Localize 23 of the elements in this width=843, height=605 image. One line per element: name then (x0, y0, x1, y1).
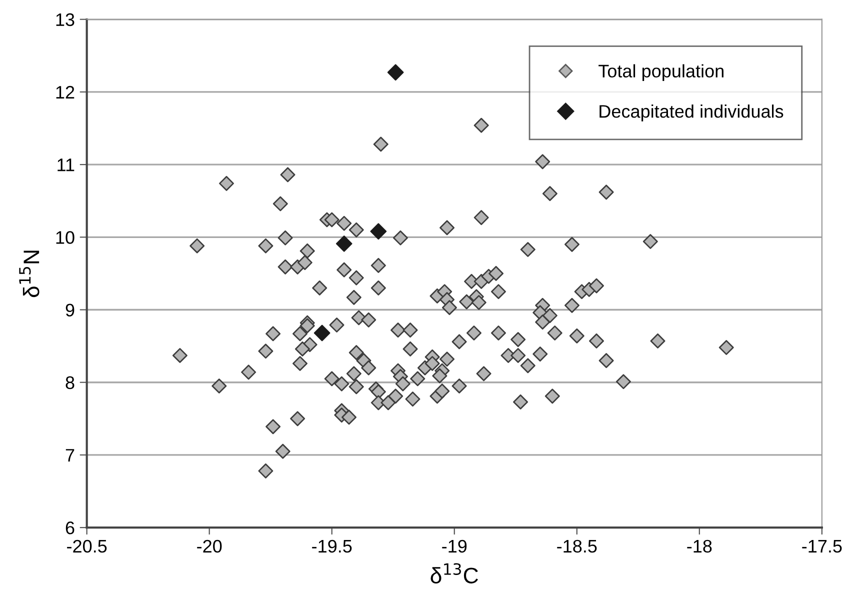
x-tick-label: -19.5 (312, 540, 352, 553)
legend-label: Total population (598, 64, 724, 82)
x-tick-label: -18 (687, 540, 712, 553)
point (387, 64, 404, 81)
x-tick-label: -17.5 (802, 540, 842, 553)
legend-label: Decapitated individuals (600, 104, 784, 122)
point (314, 324, 330, 342)
y-axis-title: δ$^{15}$N (19, 250, 40, 298)
x-tick-label: -20 (197, 540, 222, 553)
x-tick-label: -18.5 (557, 540, 597, 553)
y-tick-label: 9 (66, 304, 74, 316)
y-tick-label: 8 (66, 376, 74, 390)
y-tick-label: 13 (56, 13, 74, 26)
y-tick-label: 11 (58, 158, 74, 172)
y-tick-label: 10 (56, 231, 74, 244)
x-axis-title: δ$^{13}$C (430, 563, 478, 584)
point (336, 236, 352, 252)
x-tick-label: -19 (442, 540, 467, 553)
y-tick-label: 6 (66, 521, 74, 534)
point (370, 223, 387, 240)
y-tick-label: 7 (66, 449, 74, 462)
y-tick-label: 12 (56, 86, 74, 98)
x-tick-label: -20.5 (67, 540, 107, 553)
